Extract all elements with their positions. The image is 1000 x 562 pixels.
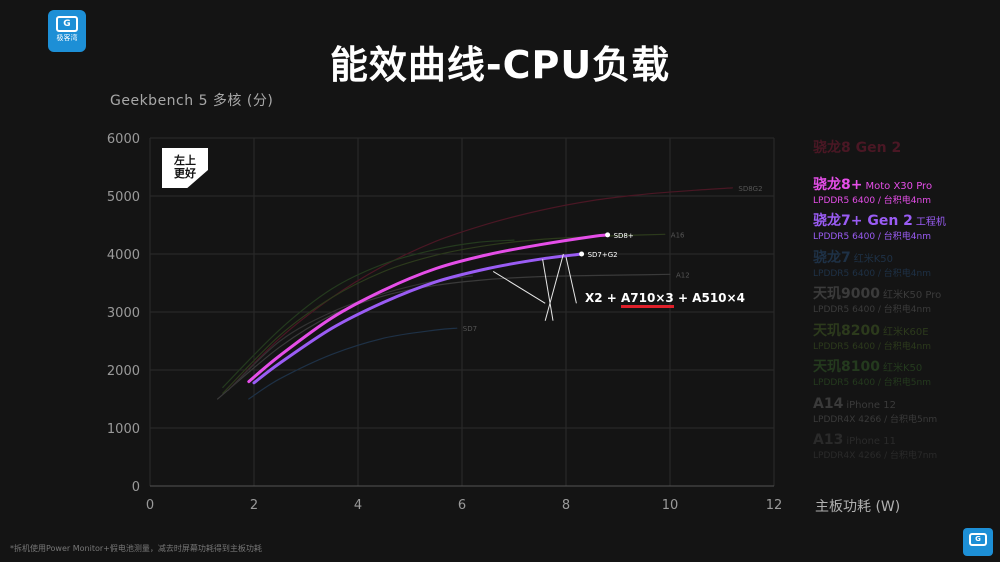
series-line-a15 (222, 239, 515, 388)
legend-item: A14 iPhone 12 LPDDR4X 4266 / 台积电5nm (813, 396, 998, 432)
legend-item-device: 红米K50 (882, 363, 923, 374)
series-line-sd7 (248, 327, 458, 400)
x-tick-label: 0 (146, 498, 154, 513)
legend-item-spec: LPDDR5 6400 / 台积电4nm (813, 305, 931, 315)
annotation-part-3: + A510×4 (673, 291, 745, 305)
y-tick-label: 0 (132, 480, 140, 495)
y-tick-label: 3000 (107, 306, 140, 321)
series-line-sd7-g2 (252, 252, 584, 385)
legend-item-title: 骁龙8+ Moto X30 Pro (813, 177, 998, 195)
legend-item-device: iPhone 12 (846, 399, 896, 411)
badge-line-1: 左上 (174, 154, 196, 167)
legend-item-title: 骁龙8 Gen 2 (813, 140, 998, 157)
legend-item-spec: LPDDR4X 4266 / 台积电7nm (813, 451, 938, 461)
core-config-annotation: X2 + A710×3 + A510×4 (585, 291, 745, 308)
legend-item-spec: LPDDR5 6400 / 台积电4nm (813, 341, 931, 352)
brand-logo: G 极客湾 (48, 10, 86, 52)
x-tick-label: 8 (562, 498, 570, 513)
legend-item: 天玑8200 红米K60E LPDDR5 6400 / 台积电4nm (813, 323, 998, 359)
legend-item-device: 工程机 (915, 217, 946, 228)
legend-item-name: 天玑8100 (813, 359, 880, 375)
callout-line-right (565, 256, 577, 304)
callout-line-left (492, 270, 546, 304)
logo-corner-icon: G (969, 533, 987, 546)
legend: 骁龙8 Gen 2 骁龙8+ Moto X30 Pro LPDDR5 6400 / 台… (813, 140, 998, 469)
x-tick-label: 6 (458, 498, 466, 513)
legend-item-title: 骁龙7+ Gen 2 工程机 (813, 213, 998, 231)
legend-item-spec: LPDDR5 6400 / 台积电4nm (813, 268, 931, 279)
legend-item: 骁龙7+ Gen 2 工程机 LPDDR5 6400 / 台积电4nm (813, 213, 998, 249)
legend-item: 骁龙8 Gen 2 (813, 140, 998, 176)
legend-item-title: 天玑8100 红米K50 (813, 359, 998, 377)
legend-item-name: 骁龙8+ (813, 176, 863, 193)
logo-icon: G (56, 16, 78, 32)
legend-item-name: 骁龙7 (813, 249, 851, 266)
footnote: *拆机使用Power Monitor+假电池测量，减去时屏幕功耗得到主板功耗 (10, 544, 262, 553)
series-endpoint-sd7-g2 (579, 251, 585, 257)
series-line-sd8g2 (227, 187, 733, 391)
page-title: 能效曲线-CPU负载 (329, 43, 671, 87)
badge-line-2: 更好 (174, 167, 196, 180)
series-line-a12 (217, 273, 671, 400)
legend-item-device: iPhone 11 (846, 436, 896, 447)
y-axis-title: Geekbench 5 多核 (分) (110, 93, 274, 109)
y-tick-label: 1000 (107, 422, 140, 437)
legend-item-name: 天玑8200 (813, 322, 880, 339)
legend-item-name: A13 (813, 432, 844, 448)
brand-logo-corner: G (963, 528, 993, 556)
logo-text: 极客湾 (56, 34, 78, 42)
legend-item-title: A14 iPhone 12 (813, 396, 998, 414)
legend-item-title: A13 iPhone 11 (813, 432, 998, 450)
legend-item-name: A14 (813, 395, 844, 412)
series-label-a12: A12 (676, 271, 690, 279)
legend-item-spec: LPDDR5 6400 / 台积电4nm (813, 232, 931, 242)
legend-item-device: 红米K60E (882, 326, 929, 338)
annotation-part-1: X2 + (585, 291, 622, 305)
x-tick-label: 10 (662, 498, 679, 513)
legend-item-name: 骁龙7+ Gen 2 (813, 213, 913, 229)
legend-item-title: 骁龙7 红米K50 (813, 250, 998, 268)
x-tick-label: 2 (250, 498, 258, 513)
annotation-highlight: A710×3 (621, 291, 674, 308)
legend-item: A13 iPhone 11 LPDDR4X 4266 / 台积电7nm (813, 432, 998, 468)
y-tick-label: 4000 (107, 248, 140, 263)
series-label-sd7: SD7 (463, 325, 477, 333)
x-tick-label: 4 (354, 498, 362, 513)
x-axis-title: 主板功耗 (W) (815, 499, 901, 515)
series-line-a16 (222, 233, 666, 394)
legend-item: 天玑8100 红米K50 LPDDR5 6400 / 台积电5nm (813, 359, 998, 395)
legend-item: 骁龙8+ Moto X30 Pro LPDDR5 6400 / 台积电4nm (813, 177, 998, 213)
legend-item-spec: LPDDR4X 4266 / 台积电5nm (813, 414, 938, 425)
y-tick-label: 2000 (107, 364, 140, 379)
legend-item: 天玑9000 红米K50 Pro LPDDR5 6400 / 台积电4nm (813, 286, 998, 322)
legend-item-device: 红米K50 (853, 253, 894, 265)
callout-line-sd7g2 (542, 259, 554, 321)
x-tick-label: 12 (766, 498, 783, 513)
legend-item-spec: LPDDR5 6400 / 台积电5nm (813, 378, 931, 388)
legend-item-device: 红米K50 Pro (882, 290, 942, 301)
legend-item: 骁龙7 红米K50 LPDDR5 6400 / 台积电4nm (813, 250, 998, 286)
y-tick-label: 5000 (107, 190, 140, 205)
legend-item-title: 天玑9000 红米K50 Pro (813, 286, 998, 304)
legend-item-spec: LPDDR5 6400 / 台积电4nm (813, 195, 931, 206)
legend-item-title: 天玑8200 红米K60E (813, 323, 998, 341)
legend-item-name: 骁龙8 Gen 2 (813, 140, 902, 156)
legend-item-name: 天玑9000 (813, 286, 880, 302)
legend-item-device: Moto X30 Pro (865, 180, 933, 192)
series-label-sd7-g2: SD7+G2 (588, 251, 618, 259)
series-label-sd8-: SD8+ (614, 232, 634, 240)
series-label-sd8g2: SD8G2 (738, 185, 762, 193)
series-label-a16: A16 (671, 231, 685, 239)
y-tick-label: 6000 (107, 132, 140, 147)
callout-line-sd8 (544, 253, 564, 321)
series-endpoint-sd8- (605, 232, 611, 238)
series-line-sd8- (247, 233, 610, 384)
